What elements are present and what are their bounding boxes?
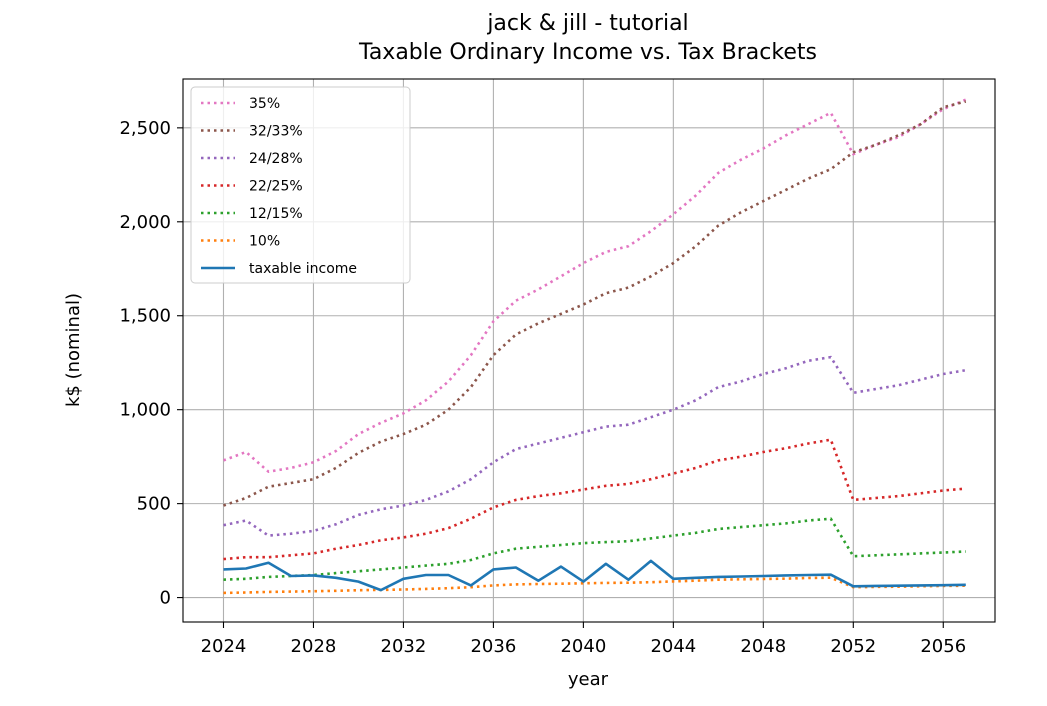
legend-label: 32/33% — [249, 124, 303, 140]
x-tick-label: 2044 — [650, 636, 696, 657]
series-line-4 — [223, 517, 966, 581]
legend-label: 35% — [249, 96, 280, 112]
plot-frame — [182, 78, 996, 623]
x-axis-label: year — [568, 669, 609, 690]
series-line-6 — [223, 559, 966, 592]
legend-label: 12/15% — [249, 206, 303, 222]
x-tick-label: 2036 — [470, 636, 516, 657]
legend: 35% 32/33% 24/28% 22/25% 12/15% 10% taxable in… — [190, 86, 411, 284]
series-line-5 — [223, 576, 966, 595]
series-layer — [223, 98, 967, 595]
chart-subtitle: Taxable Ordinary Income vs. Tax Brackets — [358, 40, 817, 65]
y-tick-label: 2,000 — [119, 212, 171, 233]
x-tick-label: 2056 — [920, 636, 966, 657]
grid — [183, 79, 995, 622]
x-tick-label: 2024 — [201, 636, 247, 657]
legend-label: 24/28% — [249, 151, 303, 167]
x-tick-label: 2040 — [560, 636, 606, 657]
y-tick-label: 500 — [137, 494, 171, 515]
series-line-3 — [223, 438, 966, 561]
y-tick-label: 1,500 — [119, 306, 171, 327]
x-tick-label: 2028 — [291, 636, 337, 657]
y-axis-label: k$ (nominal) — [63, 293, 84, 407]
y-axis-ticks: 0 500 1,000 1,500 2,000 2,500 — [119, 118, 183, 609]
legend-box — [190, 86, 411, 284]
legend-label: 10% — [249, 234, 280, 250]
legend-label: taxable income — [249, 261, 357, 277]
legend-label: 22/25% — [249, 179, 303, 195]
x-tick-label: 2052 — [830, 636, 876, 657]
chart-title: jack & jill - tutorial — [486, 11, 688, 36]
x-tick-label: 2048 — [740, 636, 786, 657]
series-line-2 — [223, 355, 967, 537]
y-tick-label: 0 — [160, 588, 171, 609]
y-tick-label: 2,500 — [119, 118, 171, 139]
y-tick-label: 1,000 — [119, 400, 171, 421]
x-axis-ticks: 2024 2028 2032 2036 2040 2044 2048 2052 2056 — [201, 622, 966, 657]
x-tick-label: 2032 — [381, 636, 427, 657]
